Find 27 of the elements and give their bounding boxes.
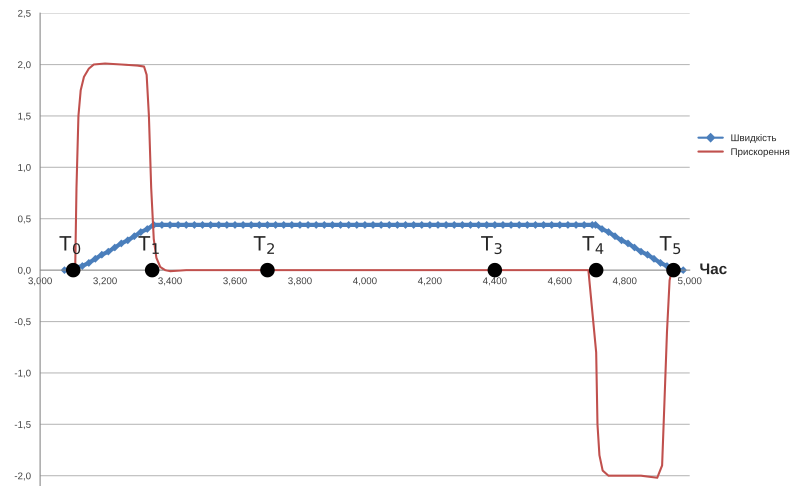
y-tick-label: -0,5 bbox=[14, 318, 31, 326]
y-tick-label: -1,5 bbox=[14, 421, 31, 430]
annotation: T$_{4}$ bbox=[582, 236, 604, 254]
x-tick-label: 3,400 bbox=[158, 277, 182, 286]
y-tick-label: -1,0 bbox=[14, 370, 31, 378]
y-tick-label: 0,5 bbox=[18, 215, 31, 224]
legend-label: Прискорення bbox=[731, 148, 790, 158]
x-tick-label: 5,000 bbox=[678, 277, 702, 286]
x-tick-label: 3,200 bbox=[93, 277, 117, 286]
y-tick-label: 0,0 bbox=[18, 266, 31, 275]
annotation: T$_{3}$ bbox=[481, 236, 502, 254]
x-tick-label: 3,600 bbox=[223, 277, 247, 286]
y-tick-label: 1,0 bbox=[18, 164, 31, 172]
x-axis-title: Час bbox=[700, 264, 727, 274]
y-tick-label: 2,0 bbox=[18, 61, 31, 70]
x-tick-label: 4,200 bbox=[418, 277, 442, 286]
annotation: T$_{2}$ bbox=[254, 236, 274, 254]
y-tick-label: -2,0 bbox=[14, 472, 31, 480]
x-tick-label: 3,800 bbox=[288, 277, 312, 286]
x-tick-label: 4,400 bbox=[482, 277, 507, 286]
y-tick-label: 1,5 bbox=[18, 112, 31, 121]
annotation: T$_{5}$ bbox=[660, 236, 680, 254]
legend-label: Швидкість bbox=[731, 134, 776, 144]
x-tick-label: 4,600 bbox=[548, 277, 572, 286]
x-tick-label: 4,000 bbox=[352, 277, 377, 286]
x-tick-label: 4,800 bbox=[612, 277, 637, 286]
y-tick-label: 2,5 bbox=[18, 10, 31, 18]
